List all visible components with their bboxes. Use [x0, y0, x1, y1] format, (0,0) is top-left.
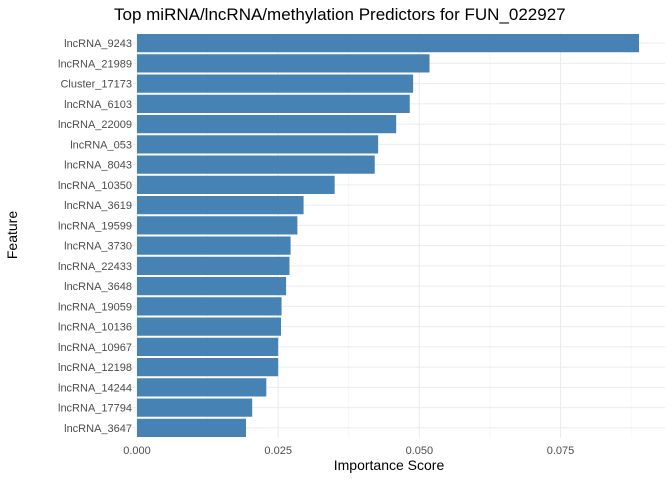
- y-tick-label: lncRNA_19599: [58, 220, 132, 232]
- y-tick-label: lncRNA_10350: [58, 180, 132, 192]
- bar-lncRNA_10967: [137, 337, 279, 356]
- bar-lncRNA_9243: [137, 34, 640, 53]
- y-tick-label: lncRNA_053: [70, 139, 132, 151]
- y-tick-label: lncRNA_22433: [58, 261, 132, 273]
- y-tick-label: lncRNA_3619: [64, 200, 132, 212]
- bar-lncRNA_17794: [137, 398, 253, 417]
- bar-lncRNA_3730: [137, 236, 291, 255]
- bar-lncRNA_8043: [137, 155, 375, 174]
- bar-lncRNA_21989: [137, 54, 430, 73]
- bar-Cluster_17173: [137, 74, 414, 93]
- bar-lncRNA_6103: [137, 94, 410, 113]
- y-tick-label: lncRNA_6103: [64, 99, 132, 111]
- bar-lncRNA_053: [137, 135, 379, 154]
- y-tick-label: lncRNA_10967: [58, 342, 132, 354]
- x-tick-label: 0.050: [406, 445, 434, 457]
- chart-title: Top miRNA/lncRNA/methylation Predictors …: [114, 5, 566, 24]
- bar-lncRNA_19059: [137, 297, 282, 316]
- x-tick-labels: 0.000 0.025 0.050 0.075: [123, 445, 574, 457]
- bar-lncRNA_10350: [137, 175, 335, 194]
- bar-lncRNA_10136: [137, 317, 281, 336]
- bar-lncRNA_19599: [137, 216, 298, 235]
- y-tick-label: lncRNA_12198: [58, 362, 132, 374]
- bars: [137, 34, 640, 437]
- x-tick-label: 0.075: [547, 445, 575, 457]
- y-tick-label: Cluster_17173: [60, 79, 132, 91]
- bar-lncRNA_3647: [137, 418, 246, 437]
- x-tick-label: 0.000: [123, 445, 151, 457]
- y-tick-label: lncRNA_3647: [64, 423, 132, 435]
- bar-lncRNA_22433: [137, 256, 290, 275]
- bar-lncRNA_22009: [137, 115, 397, 134]
- y-tick-label: lncRNA_14244: [58, 382, 132, 394]
- x-axis-title: Importance Score: [334, 457, 445, 473]
- bar-lncRNA_14244: [137, 378, 267, 397]
- y-axis-title: Feature: [4, 211, 20, 259]
- grid-lines: [113, 33, 665, 438]
- x-tick-label: 0.025: [264, 445, 292, 457]
- y-tick-label: lncRNA_3730: [64, 241, 132, 253]
- y-tick-label: lncRNA_17794: [58, 403, 132, 415]
- y-tick-label: lncRNA_8043: [64, 160, 132, 172]
- y-tick-label: lncRNA_3648: [64, 281, 132, 293]
- y-tick-label: lncRNA_22009: [58, 119, 132, 131]
- y-tick-label: lncRNA_21989: [58, 58, 132, 70]
- bar-lncRNA_3648: [137, 277, 287, 296]
- y-tick-label: lncRNA_19059: [58, 301, 132, 313]
- y-tick-label: lncRNA_10136: [58, 322, 132, 334]
- y-tick-labels: lncRNA_9243 lncRNA_21989 Cluster_17173 lncR…: [58, 38, 132, 435]
- bar-lncRNA_12198: [137, 358, 279, 377]
- y-tick-label: lncRNA_9243: [64, 38, 132, 50]
- bar-lncRNA_3619: [137, 196, 304, 215]
